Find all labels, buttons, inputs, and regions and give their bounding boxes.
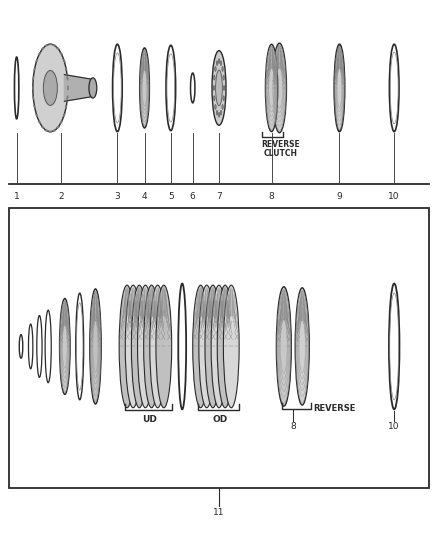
Ellipse shape [32, 86, 34, 90]
Ellipse shape [38, 120, 41, 124]
Ellipse shape [156, 285, 172, 408]
Text: 9: 9 [336, 192, 343, 201]
Ellipse shape [220, 61, 222, 66]
Text: 5: 5 [168, 192, 174, 201]
Ellipse shape [53, 130, 56, 132]
Ellipse shape [53, 44, 56, 46]
Text: 10: 10 [389, 192, 400, 201]
Ellipse shape [193, 285, 208, 408]
Ellipse shape [276, 287, 291, 406]
Ellipse shape [45, 44, 48, 46]
Ellipse shape [215, 67, 216, 71]
Ellipse shape [57, 126, 60, 128]
Ellipse shape [89, 78, 97, 98]
Ellipse shape [223, 85, 225, 91]
Text: 7: 7 [216, 192, 222, 201]
Ellipse shape [32, 95, 34, 100]
Polygon shape [64, 75, 93, 101]
Ellipse shape [334, 44, 345, 132]
Ellipse shape [35, 114, 38, 117]
Ellipse shape [265, 44, 278, 132]
Ellipse shape [215, 70, 223, 106]
Text: CLUTCH: CLUTCH [263, 149, 297, 158]
Ellipse shape [217, 285, 233, 408]
Ellipse shape [65, 105, 67, 109]
Ellipse shape [218, 59, 220, 63]
Text: 11: 11 [213, 508, 225, 517]
Ellipse shape [218, 112, 220, 117]
Ellipse shape [45, 130, 48, 132]
Ellipse shape [38, 52, 41, 55]
Ellipse shape [144, 285, 159, 408]
Ellipse shape [205, 285, 221, 408]
Text: 8: 8 [268, 192, 275, 201]
Ellipse shape [223, 96, 224, 101]
Ellipse shape [67, 76, 68, 80]
Ellipse shape [213, 85, 215, 91]
Ellipse shape [216, 61, 218, 66]
Ellipse shape [223, 285, 239, 408]
Ellipse shape [34, 105, 35, 109]
Ellipse shape [220, 110, 222, 115]
Bar [9, 208, 429, 488]
Ellipse shape [67, 95, 68, 100]
Ellipse shape [222, 67, 223, 71]
Ellipse shape [60, 52, 63, 55]
Text: OD: OD [213, 415, 228, 424]
Text: 8: 8 [290, 422, 297, 431]
Ellipse shape [63, 59, 65, 62]
Text: 4: 4 [142, 192, 147, 201]
Text: 10: 10 [389, 422, 400, 431]
Ellipse shape [41, 126, 44, 128]
Text: 1: 1 [14, 192, 20, 201]
Ellipse shape [60, 298, 70, 394]
Ellipse shape [212, 51, 226, 125]
Ellipse shape [131, 285, 147, 408]
Text: UD: UD [142, 415, 157, 424]
Text: 6: 6 [190, 192, 196, 201]
Ellipse shape [90, 289, 101, 404]
Ellipse shape [214, 75, 215, 80]
Ellipse shape [57, 47, 60, 50]
Ellipse shape [60, 120, 63, 124]
Ellipse shape [140, 48, 149, 128]
Ellipse shape [222, 104, 223, 109]
Ellipse shape [35, 59, 38, 62]
Ellipse shape [32, 76, 34, 80]
Ellipse shape [63, 114, 65, 117]
Ellipse shape [138, 285, 153, 408]
Ellipse shape [295, 288, 309, 405]
Ellipse shape [119, 285, 135, 408]
Ellipse shape [215, 104, 216, 109]
Text: REVERSE: REVERSE [261, 140, 300, 149]
Ellipse shape [67, 86, 68, 90]
Ellipse shape [65, 67, 67, 71]
Ellipse shape [49, 44, 52, 45]
Text: 2: 2 [59, 192, 64, 201]
Ellipse shape [199, 285, 215, 408]
Ellipse shape [125, 285, 141, 408]
Ellipse shape [43, 70, 57, 106]
Ellipse shape [34, 67, 35, 71]
Ellipse shape [150, 285, 166, 408]
Ellipse shape [211, 285, 227, 408]
Ellipse shape [272, 43, 286, 133]
Ellipse shape [49, 131, 52, 133]
Ellipse shape [216, 110, 218, 115]
Ellipse shape [214, 96, 215, 101]
Ellipse shape [41, 47, 44, 50]
Text: 3: 3 [114, 192, 120, 201]
Ellipse shape [223, 75, 224, 80]
Ellipse shape [33, 44, 68, 132]
Text: REVERSE: REVERSE [313, 404, 356, 413]
